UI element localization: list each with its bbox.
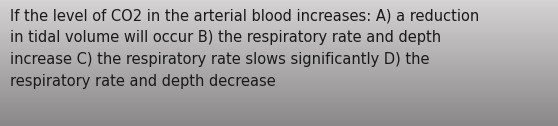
Text: If the level of CO2 in the arterial blood increases: A) a reduction
in tidal vol: If the level of CO2 in the arterial bloo… [10, 9, 479, 89]
